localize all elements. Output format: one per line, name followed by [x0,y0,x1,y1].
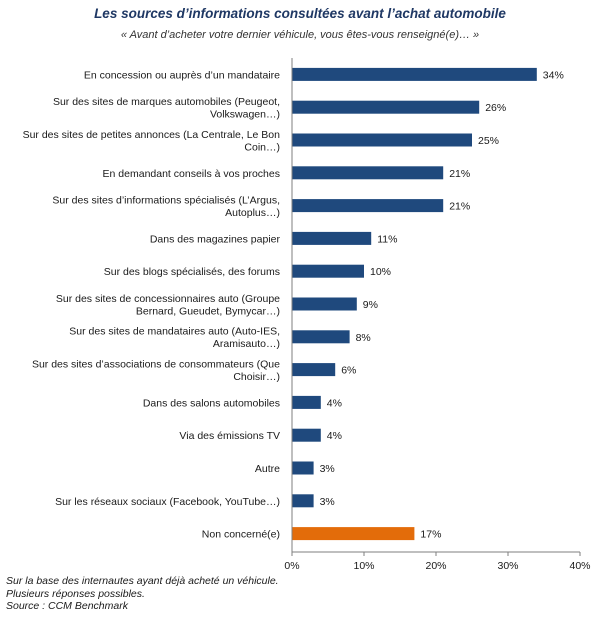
bar [292,395,321,409]
category-label: Sur les réseaux sociaux (Facebook, YouTu… [55,496,280,508]
category-label: Sur des blogs spécialisés, des forums [104,266,280,278]
bar [292,527,415,541]
bar [292,133,472,147]
footnote-source: Source : CCM Benchmark [6,600,128,612]
category-label: Dans des magazines papier [150,233,281,245]
category-label: Sur des sites d’associations de consomma… [32,358,280,383]
category-label: Autre [255,463,280,475]
bar [292,67,537,81]
category-label: Sur des sites de marques automobiles (Pe… [53,96,280,121]
bar [292,330,350,344]
category-label: En concession ou auprès d’un mandataire [84,69,280,81]
value-label: 11% [377,233,397,245]
bar [292,264,364,278]
bar [292,494,314,508]
value-label: 9% [363,299,378,311]
bar [292,166,444,180]
category-label: Sur des sites de petites annonces (La Ce… [23,129,281,154]
category-label: Dans des salons automobiles [143,397,280,409]
value-label: 21% [449,168,470,180]
category-label: Via des émissions TV [179,430,280,442]
category-label: En demandant conseils à vos proches [103,168,280,180]
value-label: 6% [341,365,356,377]
footnote: Sur la base des internautes ayant déjà a… [6,575,279,613]
chart-title: Les sources d’informations consultées av… [94,6,506,21]
category-label: Sur des sites d’informations spécialisés… [52,194,280,219]
value-label: 4% [327,430,342,442]
bar [292,428,321,442]
value-label: 25% [478,135,499,147]
value-label: 17% [420,529,441,541]
footnote-base: Sur la base des internautes ayant déjà a… [6,575,279,587]
x-tick-label: 30% [497,560,518,572]
x-tick-label: 20% [425,560,446,572]
value-label: 8% [356,332,371,344]
chart-subtitle: « Avant d’acheter votre dernier véhicule… [120,29,480,41]
value-label: 4% [327,397,342,409]
x-tick-label: 10% [353,560,374,572]
category-label: Non concerné(e) [202,529,280,541]
bar-chart: En concession ou auprès d’un mandataire 3… [23,58,591,572]
value-label: 10% [370,266,391,278]
value-label: 3% [320,463,335,475]
bar [292,297,357,311]
category-label: Sur des sites de mandataires auto (Auto-… [69,326,280,351]
bar [292,199,444,213]
bar [292,363,336,377]
x-tick-label: 40% [569,560,590,572]
value-label: 21% [449,201,470,213]
value-label: 34% [543,69,564,81]
footnote-multiple-answers: Plusieurs réponses possibles. [6,587,145,600]
value-label: 3% [320,496,335,508]
x-tick-label: 0% [284,560,299,572]
bar [292,231,372,245]
category-label: Sur des sites de concessionnaires auto (… [56,293,280,318]
bar [292,100,480,114]
bar [292,461,314,475]
value-label: 26% [485,102,506,114]
